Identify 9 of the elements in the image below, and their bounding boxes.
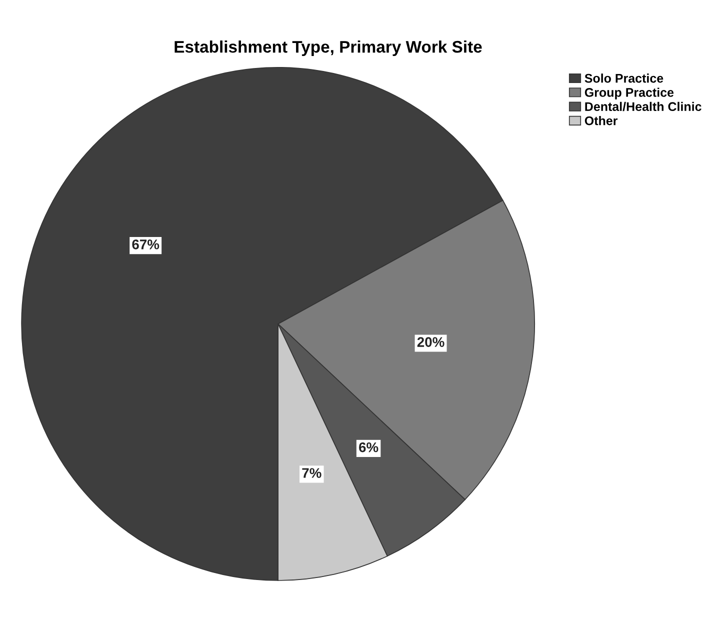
- data-label: 7%: [302, 468, 322, 478]
- legend-label: Other: [584, 116, 618, 126]
- data-label: 20%: [417, 337, 444, 347]
- data-label: 6%: [359, 442, 378, 452]
- legend-label: Dental/Health Clinic: [585, 102, 702, 112]
- chart-title: Establishment Type, Primary Work Site: [174, 40, 482, 56]
- legend-label: Solo Practice: [584, 74, 664, 83]
- legend-label: Group Practice: [584, 88, 674, 100]
- data-label: 67%: [132, 240, 160, 250]
